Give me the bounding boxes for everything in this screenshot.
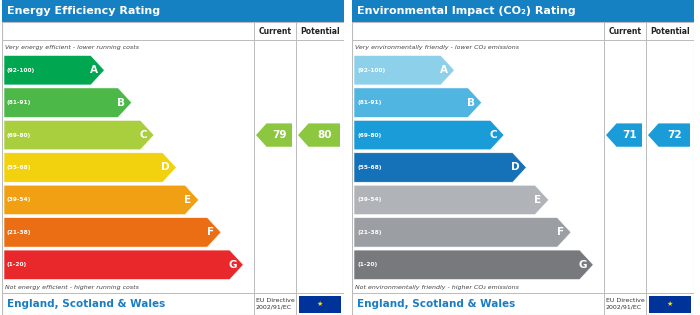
Bar (2, 0, 344, 22)
Text: (39-54): (39-54) (357, 198, 382, 203)
Text: Not energy efficient - higher running costs: Not energy efficient - higher running co… (5, 284, 139, 289)
Text: (69-80): (69-80) (357, 133, 382, 138)
Text: A: A (90, 65, 97, 75)
Polygon shape (4, 185, 199, 215)
Text: 71: 71 (622, 130, 636, 140)
Text: (55-68): (55-68) (7, 165, 31, 170)
Text: 80: 80 (317, 130, 332, 140)
Bar (299, 295, 341, 312)
Text: England, Scotland & Wales: England, Scotland & Wales (7, 299, 165, 309)
Polygon shape (354, 120, 504, 150)
Polygon shape (4, 55, 104, 85)
Polygon shape (256, 123, 292, 147)
Text: EU Directive
2002/91/EC: EU Directive 2002/91/EC (606, 298, 645, 310)
Text: (1-20): (1-20) (7, 262, 27, 267)
Text: Very energy efficient - lower running costs: Very energy efficient - lower running co… (5, 44, 139, 49)
Bar (649, 295, 691, 312)
Text: E: E (534, 195, 541, 205)
Text: Current: Current (258, 26, 291, 36)
Polygon shape (606, 123, 642, 147)
Text: D: D (511, 163, 520, 173)
Text: (55-68): (55-68) (357, 165, 382, 170)
Text: G: G (228, 260, 237, 270)
Text: B: B (117, 98, 125, 108)
Polygon shape (354, 250, 594, 279)
Text: F: F (206, 227, 214, 238)
Text: G: G (578, 260, 587, 270)
Text: England, Scotland & Wales: England, Scotland & Wales (357, 299, 515, 309)
Polygon shape (4, 250, 244, 279)
Polygon shape (298, 123, 340, 147)
Polygon shape (4, 218, 221, 247)
Text: D: D (161, 163, 170, 173)
Polygon shape (354, 185, 549, 215)
Text: EU Directive
2002/91/EC: EU Directive 2002/91/EC (256, 298, 295, 310)
Text: ★: ★ (667, 301, 673, 307)
Text: C: C (489, 130, 497, 140)
Polygon shape (354, 88, 482, 117)
Text: C: C (139, 130, 147, 140)
Text: A: A (440, 65, 447, 75)
Text: (92-100): (92-100) (357, 68, 385, 73)
Text: Energy Efficiency Rating: Energy Efficiency Rating (7, 6, 160, 16)
Polygon shape (354, 218, 571, 247)
Polygon shape (354, 153, 526, 182)
Text: (69-80): (69-80) (7, 133, 31, 138)
Polygon shape (648, 123, 690, 147)
Polygon shape (4, 153, 176, 182)
Text: (1-20): (1-20) (357, 262, 377, 267)
Text: (21-38): (21-38) (7, 230, 31, 235)
Polygon shape (354, 55, 454, 85)
Text: (92-100): (92-100) (7, 68, 35, 73)
Text: F: F (556, 227, 564, 238)
Text: (39-54): (39-54) (7, 198, 31, 203)
Bar (352, 0, 694, 22)
Polygon shape (4, 120, 154, 150)
Text: Very environmentally friendly - lower CO₂ emissions: Very environmentally friendly - lower CO… (355, 44, 519, 49)
Text: 72: 72 (667, 130, 682, 140)
Text: 79: 79 (272, 130, 286, 140)
Text: ★: ★ (317, 301, 323, 307)
Text: (81-91): (81-91) (357, 100, 382, 105)
Text: (21-38): (21-38) (357, 230, 382, 235)
Text: Current: Current (608, 26, 641, 36)
Text: Potential: Potential (300, 26, 340, 36)
Text: Not environmentally friendly - higher CO₂ emissions: Not environmentally friendly - higher CO… (355, 284, 519, 289)
Text: Potential: Potential (650, 26, 690, 36)
Text: Environmental Impact (CO₂) Rating: Environmental Impact (CO₂) Rating (357, 6, 575, 16)
Polygon shape (4, 88, 132, 117)
Text: E: E (184, 195, 191, 205)
Text: B: B (467, 98, 475, 108)
Text: (81-91): (81-91) (7, 100, 31, 105)
